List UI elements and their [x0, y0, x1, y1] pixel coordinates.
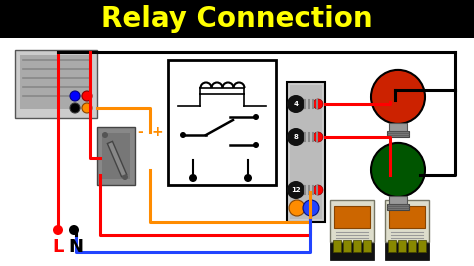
Circle shape	[102, 132, 108, 138]
Bar	[330, 200, 374, 242]
Circle shape	[244, 174, 252, 182]
Bar	[389, 206, 425, 228]
Circle shape	[180, 132, 186, 138]
Text: 12: 12	[291, 187, 301, 193]
Bar	[408, 240, 416, 252]
Circle shape	[82, 103, 92, 113]
Bar	[334, 206, 370, 228]
Bar	[0, 38, 474, 266]
Circle shape	[189, 174, 197, 182]
Bar	[363, 240, 371, 252]
Circle shape	[69, 225, 79, 235]
Circle shape	[82, 91, 92, 101]
Bar	[20, 55, 92, 109]
Text: 8: 8	[293, 134, 299, 140]
Circle shape	[287, 181, 305, 199]
Bar	[389, 123, 407, 132]
Text: L: L	[52, 238, 64, 256]
Bar	[97, 127, 135, 185]
Bar	[330, 238, 374, 260]
Circle shape	[313, 99, 323, 109]
Circle shape	[253, 114, 259, 120]
Bar	[343, 240, 351, 252]
Bar	[385, 200, 429, 242]
Bar	[398, 240, 406, 252]
Bar	[0, 0, 474, 38]
Circle shape	[53, 225, 63, 235]
Circle shape	[70, 91, 80, 101]
Bar	[387, 203, 409, 210]
Circle shape	[122, 174, 128, 180]
Text: 4: 4	[293, 101, 299, 107]
Bar	[385, 238, 429, 260]
Circle shape	[371, 70, 425, 124]
Bar	[389, 196, 407, 205]
Bar	[387, 131, 409, 136]
Circle shape	[313, 185, 323, 195]
Bar	[287, 82, 325, 222]
Bar	[290, 85, 322, 219]
Circle shape	[70, 103, 80, 113]
Bar	[15, 50, 97, 118]
Text: -: -	[137, 125, 143, 139]
Circle shape	[313, 132, 323, 142]
Circle shape	[287, 128, 305, 146]
Circle shape	[303, 200, 319, 216]
Bar	[168, 60, 276, 185]
Bar	[353, 240, 361, 252]
Bar	[418, 240, 426, 252]
Text: +: +	[151, 125, 163, 139]
Bar	[388, 240, 396, 252]
Circle shape	[253, 142, 259, 148]
Circle shape	[371, 143, 425, 197]
Bar	[102, 133, 130, 179]
Text: Relay Connection: Relay Connection	[101, 5, 373, 33]
Bar	[333, 240, 341, 252]
Text: N: N	[69, 238, 83, 256]
Circle shape	[289, 200, 305, 216]
Circle shape	[287, 95, 305, 113]
